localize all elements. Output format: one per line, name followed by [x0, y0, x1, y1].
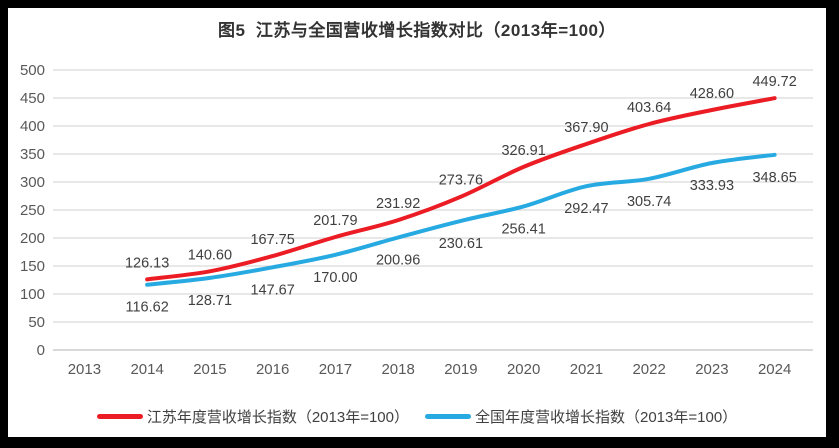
data-label: 292.47: [564, 201, 608, 217]
data-label: 403.64: [627, 100, 671, 116]
x-tick-label: 2015: [193, 361, 226, 378]
legend-label-national: 全国年度营收增长指数（2013年=100）: [475, 409, 738, 426]
data-label: 348.65: [752, 170, 796, 186]
data-label: 201.79: [313, 213, 357, 229]
y-tick-label: 350: [20, 146, 45, 163]
data-label: 367.90: [564, 120, 608, 136]
y-tick-label: 450: [20, 90, 45, 107]
data-label: 333.93: [690, 178, 734, 194]
data-label: 305.74: [627, 194, 671, 210]
chart-legend: 江苏年度营收增长指数（2013年=100） 全国年度营收增长指数（2013年=1…: [8, 406, 826, 427]
x-tick-label: 2022: [632, 361, 665, 378]
x-tick-label: 2014: [130, 361, 163, 378]
data-label: 200.96: [376, 252, 420, 268]
y-tick-label: 100: [20, 286, 45, 303]
series-line-1: [145, 152, 777, 287]
legend-item-national: 全国年度营收增长指数（2013年=100）: [425, 406, 737, 427]
x-tick-label: 2018: [381, 361, 414, 378]
data-label: 116.62: [125, 300, 168, 316]
x-tick-label: 2019: [444, 361, 477, 378]
x-tick-label: 2021: [570, 361, 603, 378]
data-label: 128.71: [188, 293, 232, 309]
chart-title: 图5 江苏与全国营收增长指数对比（2013年=100）: [217, 21, 616, 40]
legend-label-jiangsu: 江苏年度营收增长指数（2013年=100）: [146, 409, 409, 426]
y-tick-label: 50: [28, 314, 45, 331]
data-label: 231.92: [376, 196, 420, 212]
data-label: 428.60: [690, 86, 734, 102]
chart-card: 图5 江苏与全国营收增长指数对比（2013年=100） 500 450 400 350…: [8, 8, 826, 437]
x-tick-label: 2020: [507, 361, 540, 378]
data-label: 326.91: [501, 143, 545, 159]
data-label: 256.41: [501, 221, 545, 237]
x-tick-label: 2013: [68, 361, 101, 378]
y-tick-label: 250: [20, 202, 45, 219]
data-label: 147.67: [250, 282, 294, 298]
y-tick-label: 0: [37, 342, 45, 359]
series-line-0: [145, 96, 777, 282]
x-tick-label: 2016: [256, 361, 289, 378]
data-label: 140.60: [188, 247, 232, 263]
legend-line-swatch-blue: [425, 414, 471, 419]
y-tick-label: 200: [20, 230, 45, 247]
y-tick-label: 500: [20, 62, 45, 79]
x-tick-label: 2023: [695, 361, 728, 378]
y-tick-label: 300: [20, 174, 45, 191]
data-label: 449.72: [752, 74, 796, 90]
y-tick-label: 400: [20, 118, 45, 135]
data-label: 170.00: [313, 270, 357, 286]
data-label: 230.61: [439, 236, 483, 252]
legend-line-swatch-red: [96, 414, 143, 419]
y-tick-label: 150: [20, 258, 45, 275]
data-label: 126.13: [125, 255, 169, 271]
data-label: 273.76: [439, 173, 483, 189]
x-tick-label: 2017: [319, 361, 352, 378]
legend-item-jiangsu: 江苏年度营收增长指数（2013年=100）: [96, 406, 409, 427]
data-label: 167.75: [250, 232, 294, 248]
x-tick-label: 2024: [758, 361, 791, 378]
